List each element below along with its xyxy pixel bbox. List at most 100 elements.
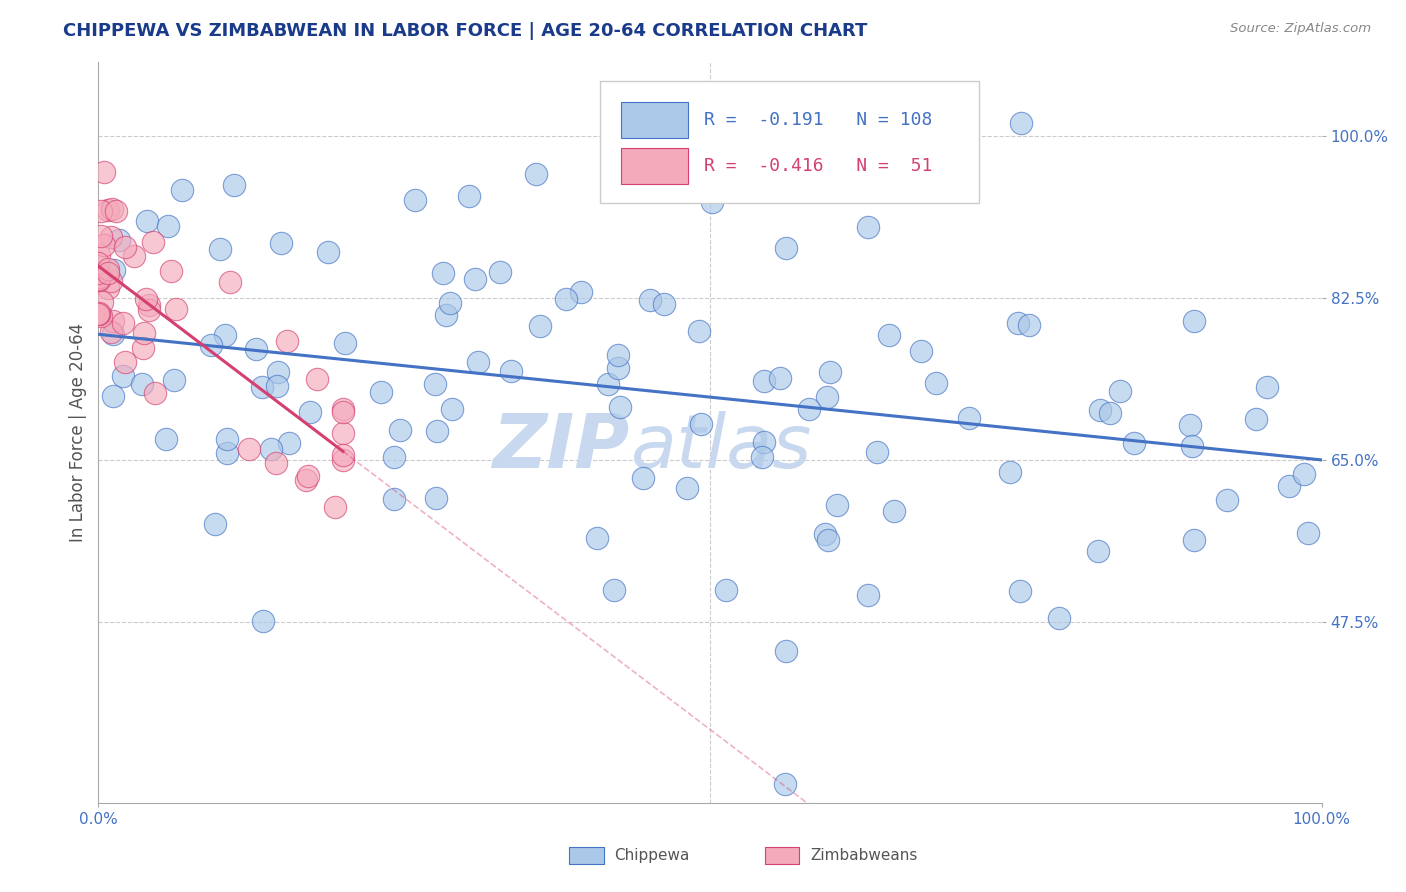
Point — [1087, 544, 1109, 558]
Point — [87, 272, 110, 286]
Point — [773, 777, 796, 791]
Point — [278, 435, 301, 450]
Point — [434, 308, 457, 322]
Point — [100, 202, 122, 216]
Point — [910, 343, 932, 358]
Point — [370, 384, 392, 399]
Point — [676, 481, 699, 495]
Point — [825, 498, 848, 512]
Point — [219, 275, 242, 289]
Point — [1099, 406, 1122, 420]
Point — [135, 292, 157, 306]
Point — [159, 264, 181, 278]
Text: Chippewa: Chippewa — [614, 848, 690, 863]
Point — [204, 517, 226, 532]
Point — [163, 373, 186, 387]
Point — [114, 240, 136, 254]
Point — [638, 293, 661, 308]
Point — [998, 465, 1021, 479]
Point — [1182, 314, 1205, 328]
Point — [652, 297, 675, 311]
Point — [384, 492, 406, 507]
Point — [134, 326, 156, 340]
Point — [87, 266, 110, 280]
Point — [716, 582, 738, 597]
Point — [432, 266, 454, 280]
Point — [815, 390, 838, 404]
Bar — [569, 847, 603, 863]
Point — [252, 614, 274, 628]
Point — [335, 336, 357, 351]
Point — [1047, 610, 1070, 624]
Point — [464, 272, 486, 286]
Point — [752, 434, 775, 449]
Text: ZIP: ZIP — [494, 411, 630, 484]
Bar — [765, 847, 800, 863]
Point — [425, 377, 447, 392]
Point — [100, 274, 122, 288]
Point — [754, 375, 776, 389]
Point — [332, 448, 354, 462]
Point — [87, 273, 110, 287]
Point — [883, 504, 905, 518]
Point — [702, 195, 724, 210]
Point — [957, 410, 980, 425]
Point — [1018, 318, 1040, 333]
Point — [332, 402, 354, 417]
Point — [97, 261, 120, 276]
Y-axis label: In Labor Force | Age 20-64: In Labor Force | Age 20-64 — [69, 323, 87, 542]
Point — [97, 203, 120, 218]
Point — [103, 262, 125, 277]
Point — [856, 219, 879, 234]
Point — [769, 371, 792, 385]
Point — [388, 423, 411, 437]
Text: CHIPPEWA VS ZIMBABWEAN IN LABOR FORCE | AGE 20-64 CORRELATION CHART: CHIPPEWA VS ZIMBABWEAN IN LABOR FORCE | … — [63, 22, 868, 40]
Point — [332, 405, 354, 419]
Point — [135, 214, 157, 228]
Point — [93, 164, 115, 178]
Point — [751, 450, 773, 464]
Point — [264, 456, 287, 470]
Point — [90, 203, 112, 218]
Point — [87, 256, 110, 270]
Point — [87, 248, 110, 262]
Point — [818, 365, 841, 379]
Point — [602, 583, 624, 598]
Point — [297, 468, 319, 483]
Point — [606, 348, 628, 362]
Point — [555, 292, 578, 306]
Point — [111, 316, 134, 330]
Point — [200, 338, 222, 352]
Point — [131, 376, 153, 391]
Point — [142, 235, 165, 250]
Point — [569, 285, 592, 299]
Point — [114, 355, 136, 369]
Point — [208, 242, 231, 256]
Point — [1088, 402, 1111, 417]
Point — [609, 400, 631, 414]
Point — [457, 189, 479, 203]
Point — [1181, 439, 1204, 453]
Point — [1296, 526, 1319, 541]
Point — [817, 533, 839, 548]
Point — [488, 265, 510, 279]
Point — [222, 178, 245, 193]
Point — [90, 309, 112, 323]
Point — [877, 328, 900, 343]
Point — [87, 306, 110, 320]
Point — [245, 342, 267, 356]
Point — [890, 132, 912, 146]
Point — [87, 269, 110, 284]
Point — [813, 527, 835, 541]
Point — [925, 376, 948, 391]
Point — [214, 328, 236, 343]
Point — [97, 281, 120, 295]
Point — [524, 168, 547, 182]
Point — [238, 442, 260, 457]
Text: Zimbabweans: Zimbabweans — [810, 848, 918, 863]
Point — [103, 389, 125, 403]
Text: Source: ZipAtlas.com: Source: ZipAtlas.com — [1230, 22, 1371, 36]
Point — [1010, 584, 1032, 599]
Point — [585, 531, 607, 545]
Point — [87, 307, 110, 321]
